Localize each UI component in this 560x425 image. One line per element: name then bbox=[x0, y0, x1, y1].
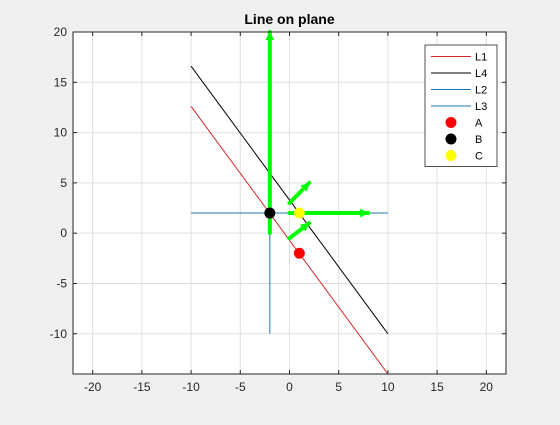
point-b bbox=[264, 207, 276, 219]
chart-title: Line on plane bbox=[244, 11, 334, 27]
legend-label-c: C bbox=[475, 151, 483, 163]
series-l1 bbox=[190, 106, 389, 375]
legend-marker-c bbox=[445, 150, 457, 161]
legend-label-b: B bbox=[475, 134, 482, 146]
legend-marker-a bbox=[445, 117, 457, 128]
ticks: -20 -15 -10 -5 0 5 10 15 20 -10 -5 0 5 10 15 20 bbox=[50, 25, 506, 394]
series-l4 bbox=[190, 65, 389, 335]
legend-marker-b bbox=[445, 133, 457, 145]
x-tick-label: -10 bbox=[182, 380, 200, 394]
x-tick-label: 0 bbox=[286, 380, 293, 394]
x-tick-label: -5 bbox=[235, 380, 246, 394]
x-tick-label: -20 bbox=[84, 380, 102, 394]
x-tick-label: 15 bbox=[430, 380, 444, 394]
x-tick-label: 5 bbox=[335, 380, 342, 394]
y-tick-label: 15 bbox=[54, 75, 68, 89]
legend-label-l1: L1 bbox=[475, 52, 487, 64]
y-tick-label: 20 bbox=[54, 25, 68, 39]
legend-label-a: A bbox=[475, 118, 483, 130]
point-c bbox=[293, 207, 305, 219]
arrow-head-4 bbox=[300, 223, 310, 232]
legend-label-l2: L2 bbox=[475, 85, 487, 97]
point-a bbox=[293, 247, 305, 259]
points-layer bbox=[264, 207, 305, 259]
arrow-head-2 bbox=[360, 208, 369, 218]
y-tick-label: 0 bbox=[60, 226, 67, 240]
legend-label-l4: L4 bbox=[475, 68, 487, 80]
y-tick-label: 5 bbox=[60, 176, 67, 190]
legend-label-l3: L3 bbox=[475, 101, 487, 113]
x-tick-label: 20 bbox=[480, 380, 494, 394]
y-tick-label: -5 bbox=[56, 276, 67, 290]
arrow-head-1 bbox=[265, 32, 275, 40]
legend: L1 L4 L2 L3 ABC bbox=[424, 44, 498, 167]
y-tick-label: -10 bbox=[50, 327, 68, 341]
x-tick-label: -15 bbox=[133, 380, 151, 394]
arrow-head-3 bbox=[300, 182, 310, 192]
y-tick-label: 10 bbox=[54, 126, 68, 140]
x-tick-label: 10 bbox=[381, 380, 395, 394]
